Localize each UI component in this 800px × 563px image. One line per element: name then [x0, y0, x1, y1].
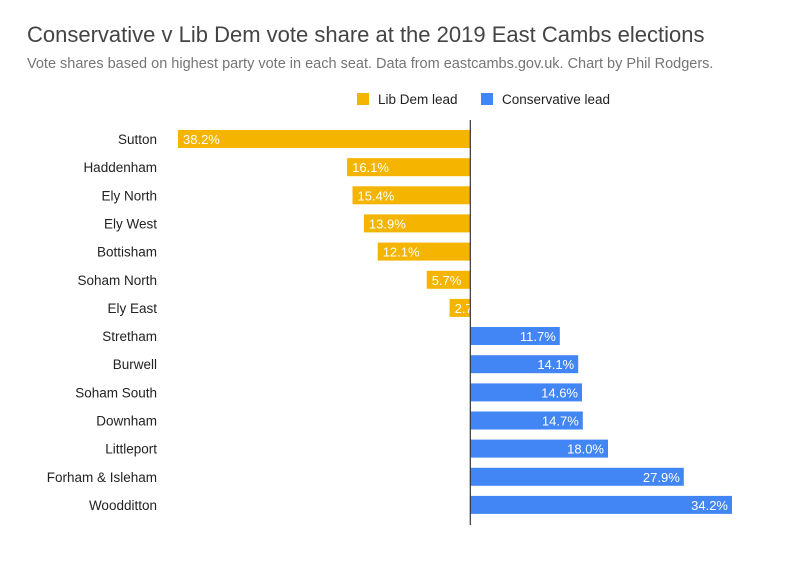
bar-downham [470, 411, 583, 430]
value-label: 14.7% [542, 414, 579, 429]
category-label: Soham South [75, 385, 157, 400]
bar-burwell [470, 355, 579, 374]
bar-ely-west [363, 214, 471, 233]
legend-label-conservative-lead: Conservative lead [502, 92, 610, 107]
bars [178, 130, 732, 514]
value-label: 14.6% [541, 385, 578, 400]
bar-bottisham [377, 242, 471, 261]
category-label: Stretham [102, 329, 157, 344]
bar-ely-east [449, 298, 471, 317]
bar-stretham [470, 327, 560, 345]
bar-haddenham [347, 158, 471, 177]
value-label: 38.2% [183, 132, 220, 147]
value-label: 27.9% [643, 470, 680, 485]
category-label: Bottisham [97, 245, 157, 260]
value-label: 13.9% [369, 216, 406, 231]
value-label: 12.1% [383, 245, 420, 260]
value-label: 5.7% [432, 273, 462, 288]
bar-sutton [178, 130, 471, 148]
legend-label-lib-dem-lead: Lib Dem lead [378, 92, 458, 107]
category-label: Ely North [101, 188, 157, 203]
category-label: Woodditton [89, 498, 157, 513]
category-label: Littleport [105, 442, 157, 457]
category-labels: Sutton Haddenham Ely North Ely West Bottisha… [47, 132, 158, 513]
legend-swatch-conservative-lead [481, 93, 493, 105]
bar-soham-north [426, 270, 471, 289]
category-label: Ely West [104, 216, 157, 231]
chart-title: Conservative v Lib Dem vote share at the… [27, 22, 705, 47]
category-label: Soham North [77, 273, 157, 288]
category-label: Haddenham [83, 160, 157, 175]
category-label: Ely East [107, 301, 157, 316]
bar-soham-south [470, 383, 582, 402]
category-label: Forham & Isleham [47, 470, 157, 485]
value-label: 16.1% [352, 160, 389, 175]
legend-swatch-lib-dem-lead [357, 93, 369, 105]
value-labels: 38.2% 16.1% 15.4% 13.9% 12.1% 5.7% 2.7% 11.7% 14… [183, 132, 728, 513]
bar-woodditton [470, 495, 732, 514]
value-label: 11.7% [520, 329, 556, 344]
legend: Lib Dem lead Conservative lead [357, 92, 610, 107]
category-label: Burwell [113, 357, 157, 372]
value-label: 18.0% [567, 442, 604, 457]
value-label: 34.2% [691, 498, 728, 513]
chart-subtitle: Vote shares based on highest party vote … [27, 56, 714, 72]
value-label: 15.4% [358, 188, 395, 203]
bar-ely-north [352, 186, 471, 205]
bar-forham-isleham [470, 467, 684, 486]
category-label: Sutton [118, 132, 157, 147]
value-label: 2.7% [455, 301, 485, 316]
category-label: Downham [96, 414, 157, 429]
value-label: 14.1% [537, 357, 574, 372]
bar-littleport [470, 439, 608, 458]
